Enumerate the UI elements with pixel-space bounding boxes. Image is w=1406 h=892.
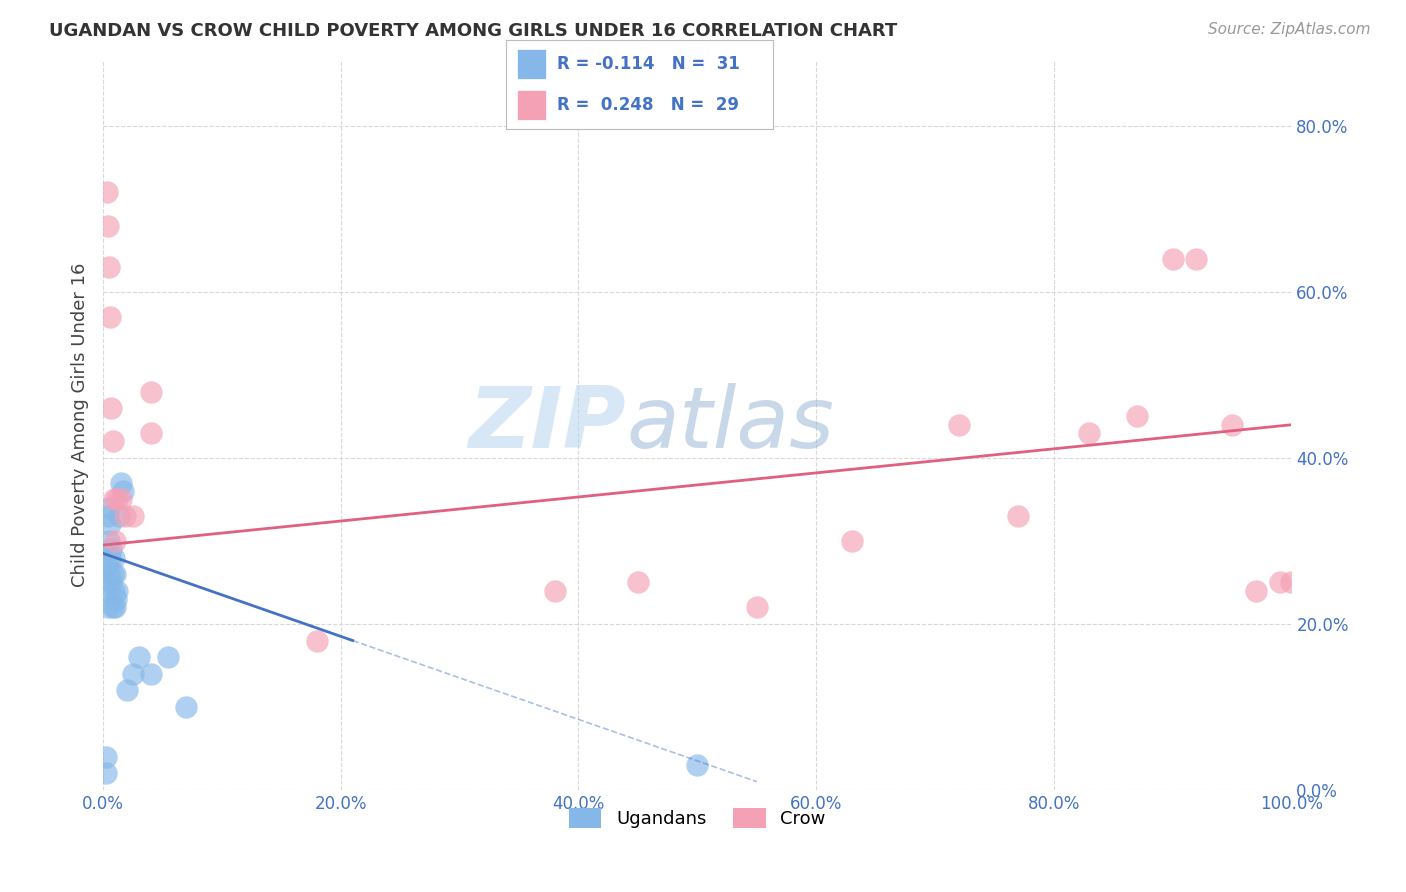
Y-axis label: Child Poverty Among Girls Under 16: Child Poverty Among Girls Under 16 <box>72 262 89 587</box>
Point <box>305 633 328 648</box>
Point <box>96 558 118 573</box>
Legend: Ugandans, Crow: Ugandans, Crow <box>562 800 832 836</box>
Point <box>97 600 120 615</box>
Point <box>948 417 970 432</box>
Point <box>101 600 124 615</box>
Point <box>105 492 128 507</box>
Point <box>98 533 121 548</box>
Point <box>98 260 121 274</box>
Point <box>1078 425 1101 440</box>
Text: atlas: atlas <box>626 384 834 467</box>
Point <box>103 550 125 565</box>
Point <box>105 592 128 607</box>
Point <box>1281 575 1303 590</box>
Point <box>139 425 162 440</box>
Point <box>96 583 118 598</box>
Point <box>686 758 709 772</box>
Point <box>114 509 136 524</box>
Text: R = -0.114   N =  31: R = -0.114 N = 31 <box>557 55 740 73</box>
Point <box>98 550 121 565</box>
Point <box>100 575 122 590</box>
Point <box>112 484 135 499</box>
Point <box>97 219 120 233</box>
Point <box>627 575 650 590</box>
Point <box>100 542 122 557</box>
Point <box>157 650 180 665</box>
Point <box>1244 583 1267 598</box>
Text: ZIP: ZIP <box>468 384 626 467</box>
Point <box>105 583 128 598</box>
Bar <box>517 90 546 120</box>
Point <box>96 186 118 200</box>
Point <box>1126 409 1149 424</box>
Point <box>110 492 132 507</box>
Point <box>98 567 121 582</box>
Point <box>103 492 125 507</box>
Point <box>139 384 162 399</box>
Point <box>103 583 125 598</box>
Point <box>544 583 567 598</box>
Point <box>98 500 121 515</box>
Point <box>94 766 117 780</box>
Point <box>1007 509 1029 524</box>
Point <box>1185 252 1208 266</box>
Point <box>98 517 121 532</box>
Point <box>104 600 127 615</box>
Point <box>107 509 129 524</box>
Point <box>1161 252 1184 266</box>
Point <box>101 434 124 449</box>
Point <box>121 509 143 524</box>
Point <box>1220 417 1243 432</box>
Point <box>104 567 127 582</box>
Bar <box>517 49 546 79</box>
Point <box>110 475 132 490</box>
Text: R =  0.248   N =  29: R = 0.248 N = 29 <box>557 96 740 114</box>
Point <box>115 683 138 698</box>
Point <box>128 650 150 665</box>
Point <box>98 310 121 324</box>
Point <box>139 666 162 681</box>
Point <box>97 509 120 524</box>
Point <box>121 666 143 681</box>
Point <box>94 749 117 764</box>
Point <box>101 567 124 582</box>
Text: Source: ZipAtlas.com: Source: ZipAtlas.com <box>1208 22 1371 37</box>
Point <box>100 401 122 416</box>
Point <box>176 700 198 714</box>
Point <box>1268 575 1291 590</box>
Point <box>745 600 768 615</box>
Text: UGANDAN VS CROW CHILD POVERTY AMONG GIRLS UNDER 16 CORRELATION CHART: UGANDAN VS CROW CHILD POVERTY AMONG GIRL… <box>49 22 897 40</box>
Point <box>841 533 863 548</box>
Point <box>104 533 127 548</box>
